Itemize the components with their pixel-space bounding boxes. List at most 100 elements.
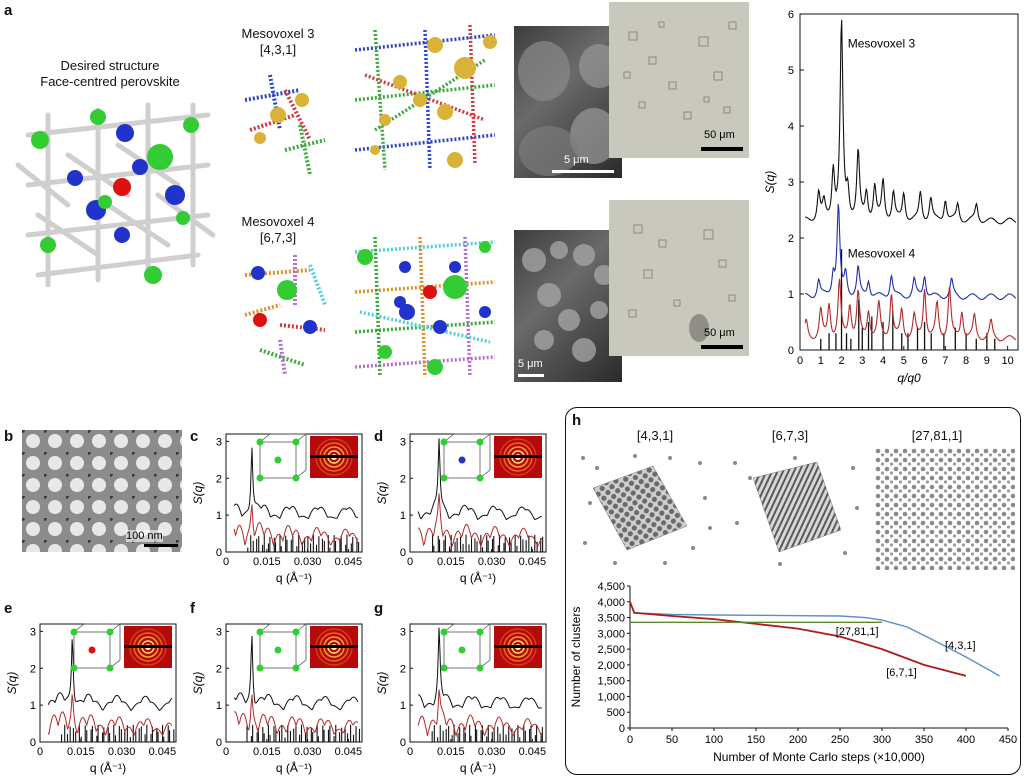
- annotation-mesovoxel-3: Mesovoxel 3: [848, 37, 916, 51]
- lattice-site: [292, 628, 300, 636]
- perovskite-lattice-illustration: [15, 102, 216, 288]
- lattice-site: [256, 664, 264, 672]
- lattice-site: [106, 628, 114, 636]
- series-[4,3,1]: [629, 601, 1000, 677]
- x-tick-label: 8: [963, 355, 969, 367]
- snapshot-673: [725, 448, 865, 570]
- y-tick-label: 4: [788, 121, 794, 133]
- y-tick-label: 500: [607, 707, 625, 719]
- line-label-671: [6,7,1]: [886, 667, 917, 679]
- x-tick-label: 0: [627, 734, 633, 746]
- x-tick-label: 6: [922, 355, 928, 367]
- lattice-site: [256, 628, 264, 636]
- y-tick-label: 3,000: [597, 628, 625, 640]
- x-tick-label: 0: [37, 746, 43, 758]
- panel-label-d: d: [374, 428, 384, 445]
- x-tick-label: 0.015: [437, 556, 465, 568]
- x-tick-label: 250: [831, 734, 849, 746]
- mesovoxel-4-name: Mesovoxel 4: [241, 214, 315, 229]
- x-tick-label: 0.045: [519, 746, 547, 758]
- red-particle: [113, 178, 131, 196]
- green-particle: [183, 117, 199, 133]
- panel-h-clusters-chart: 05001,0001,5002,0002,5003,0003,5004,0004…: [569, 581, 1017, 764]
- y-tick-label: 0: [216, 737, 222, 749]
- optical-image-mesovoxel-3: 50 μm: [609, 2, 749, 158]
- x-tick-label: 0: [223, 746, 229, 758]
- mesovoxel-3-name: Mesovoxel 3: [241, 26, 315, 41]
- series-red: [418, 493, 543, 549]
- lattice-site: [88, 646, 96, 654]
- unit-cell-inset: [70, 623, 121, 672]
- x-axis-label: q (Å⁻¹): [460, 760, 496, 775]
- x-tick-label: 400: [957, 734, 975, 746]
- series-black: [233, 635, 359, 711]
- x-tick-label: 0.030: [108, 746, 136, 758]
- y-tick-label: 5: [788, 65, 794, 77]
- y-axis-label: S(q): [191, 482, 205, 505]
- y-tick-label: 3,500: [597, 613, 625, 625]
- sem-image-mesovoxel-4: 5 μm: [514, 230, 622, 382]
- lattice-site: [70, 664, 78, 672]
- panel-f-plot: 0 1 2 3 0 0.015 0.030 0.045 q (Å⁻¹) S(q): [191, 623, 363, 775]
- blue-particle: [67, 170, 83, 186]
- lattice-site: [292, 474, 300, 482]
- x-tick-label: 0.045: [149, 746, 177, 758]
- y-axis-label: S(q): [5, 672, 19, 695]
- blue-particle: [132, 159, 148, 175]
- mesovoxel-3-code: [4,3,1]: [259, 42, 297, 57]
- panel-label-c: c: [190, 428, 199, 445]
- y-tick-label: 4,000: [597, 597, 625, 609]
- y-tick-label: 6: [788, 9, 794, 21]
- lattice-site: [476, 628, 484, 636]
- series-red: [233, 504, 359, 547]
- lattice-site: [256, 438, 264, 446]
- x-tick-label: 100: [705, 734, 723, 746]
- series-red: [804, 278, 1017, 342]
- annotation-mesovoxel-4: Mesovoxel 4: [848, 247, 916, 261]
- x-tick-label: 0.045: [335, 556, 363, 568]
- y-tick-label: 1: [400, 510, 406, 522]
- tem-image: 100 nm: [22, 430, 182, 552]
- x-tick-label: 200: [789, 734, 807, 746]
- lattice-site: [106, 664, 114, 672]
- unit-cell-inset: [440, 623, 491, 672]
- y-tick-label: 2: [400, 663, 406, 675]
- y-tick-label: 2,000: [597, 660, 625, 672]
- green-particle: [176, 211, 190, 225]
- unit-cell-inset: [256, 433, 307, 482]
- panel-c-plot: 0 1 2 3 0 0.015 0.030 0.045 q (Å⁻¹) S(q): [191, 433, 363, 585]
- x-tick-label: 0: [223, 556, 229, 568]
- y-axis-label: Number of clusters: [569, 607, 583, 708]
- x-tick-label: 0.030: [478, 746, 506, 758]
- green-particle: [147, 144, 173, 170]
- x-tick-label: 0.015: [437, 746, 465, 758]
- x-tick-label: 350: [915, 734, 933, 746]
- lattice-site: [292, 664, 300, 672]
- lattice-site: [274, 456, 282, 464]
- green-particle: [98, 195, 112, 209]
- green-particle: [144, 266, 162, 284]
- y-tick-label: 0: [30, 737, 36, 749]
- y-tick-label: 0: [216, 547, 222, 559]
- panel-label-f: f: [190, 600, 195, 617]
- lattice-site: [292, 438, 300, 446]
- blue-particle: [114, 227, 130, 243]
- y-tick-label: 2: [400, 473, 406, 485]
- mesovoxel-4-code: [6,7,3]: [259, 230, 297, 245]
- y-tick-label: 3: [400, 436, 406, 448]
- panel-label-h: h: [572, 412, 582, 429]
- series-black: [47, 639, 173, 712]
- x-tick-label: 0: [407, 556, 413, 568]
- x-tick-label: 0.015: [67, 746, 95, 758]
- desired-structure-subtitle: Face-centred perovskite: [40, 74, 180, 89]
- x-tick-label: 10: [1001, 355, 1013, 367]
- panel-label-a: a: [4, 2, 13, 19]
- lattice-site: [440, 474, 448, 482]
- x-tick-label: 0.030: [294, 556, 322, 568]
- x-tick-label: 0.030: [294, 746, 322, 758]
- series-black: [233, 447, 358, 520]
- series-red: [47, 694, 173, 737]
- x-axis-label: q (Å⁻¹): [460, 570, 496, 585]
- lattice-site: [476, 664, 484, 672]
- y-tick-label: 1: [400, 700, 406, 712]
